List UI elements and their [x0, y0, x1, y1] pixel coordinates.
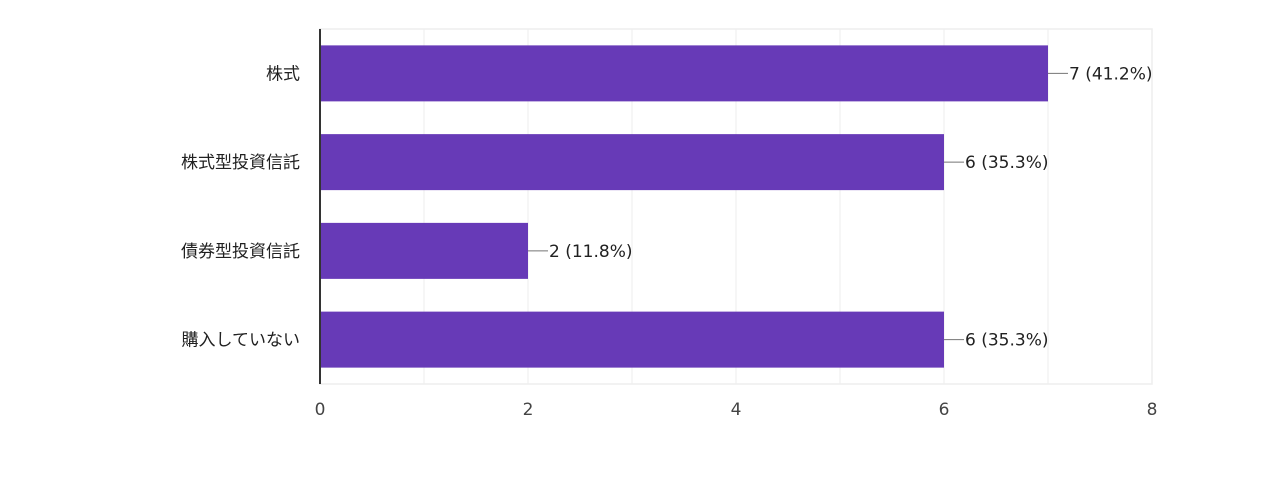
x-tick-label: 4	[731, 400, 742, 420]
x-tick-label: 6	[939, 400, 950, 420]
bar-1	[320, 134, 944, 191]
category-label: 株式	[266, 64, 300, 84]
bar-3	[320, 311, 944, 368]
category-label: 債券型投資信託	[181, 242, 300, 262]
data-label: 2 (11.8%)	[549, 242, 633, 262]
bars	[320, 45, 1048, 368]
data-label: 7 (41.2%)	[1069, 64, 1153, 84]
data-label: 6 (35.3%)	[965, 331, 1049, 351]
data-label: 6 (35.3%)	[965, 153, 1049, 173]
x-tick-label: 2	[523, 400, 534, 420]
axes: 0 2 4 6 8	[315, 29, 1158, 420]
bar-2	[320, 222, 528, 279]
labels: 7 (41.2%) 株式 6 (35.3%) 株式型投資信託 2 (11.8%) 債券型投…	[181, 64, 1153, 350]
category-label: 株式型投資信託	[181, 153, 300, 173]
x-tick-label: 8	[1147, 400, 1158, 420]
bar-0	[320, 45, 1048, 102]
category-label: 購入していない	[182, 331, 301, 351]
x-tick-label: 0	[315, 400, 326, 420]
